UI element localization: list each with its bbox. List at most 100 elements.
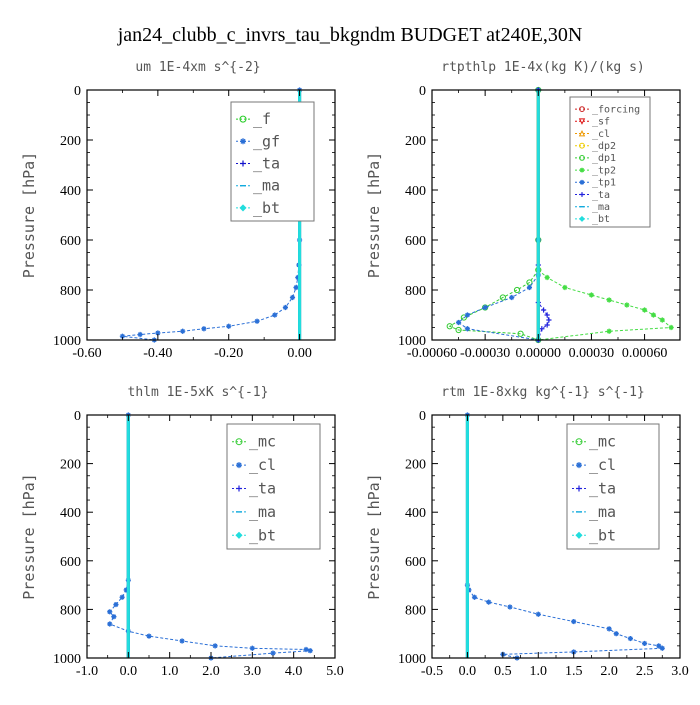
legend-item: _mc [232,433,276,451]
data-point [535,611,541,617]
legend-marker [240,138,246,145]
y-axis-label: Pressure [hPa] [20,473,38,599]
legend-label: _tp1 [592,178,616,189]
legend-label: _ma [592,202,610,213]
legend-item: _f [236,110,271,128]
data-point [539,326,545,332]
x-tick-label: 0.0 [459,664,477,679]
data-point [606,328,612,334]
y-tick-label: 600 [405,234,426,249]
data-point [107,609,113,615]
legend-label: _bt [249,526,276,544]
data-point [270,650,276,656]
chart-panel-2: rtpthlp 1E-4x(kg K)/(kg s) Pressure [hPa]… [365,60,681,361]
y-tick-label: 1000 [398,652,426,667]
data-point [668,324,674,331]
data-point [624,302,630,308]
data-point [455,326,462,334]
chart-panels: um 1E-4xm s^{-2} Pressure [hPa] 0 200 400 600… [20,60,689,679]
x-tick-label: -1.0 [76,664,98,679]
legend-item: _bt [232,526,276,544]
x-tick-label: 3.0 [671,664,689,679]
y-tick-label: 800 [405,284,426,299]
data-point [226,323,232,329]
legend-box [226,423,321,550]
y-tick-label: 200 [60,458,81,473]
legend-item: _ta [572,479,616,497]
data-point [571,618,577,625]
legend-label: _dp2 [592,141,616,152]
x-tick-label: 3.0 [244,664,262,679]
legend-item: _ma [572,503,616,521]
data-point [180,328,186,334]
legend-label: _ma [253,177,280,195]
legend-marker [235,438,243,446]
legend-item: _dp1 [575,153,616,164]
y-tick-label: 0 [74,84,81,99]
data-point [212,643,218,649]
legend-label: _f [253,110,271,128]
x-tick-label: 4.0 [285,664,303,679]
data-point [659,645,665,651]
data-point [571,649,577,655]
data-point [295,274,301,281]
data-point [627,635,633,642]
panel-title: rtpthlp 1E-4x(kg K)/(kg s) [441,60,645,75]
data-point [517,330,524,337]
y-tick-label: 0 [74,409,81,424]
legend-item: _cl [232,456,276,474]
y-tick-label: 1000 [398,334,426,349]
legend-item: _cl [572,456,616,474]
y-tick-label: 400 [60,184,81,199]
x-tick-label: -0.5 [421,664,443,679]
legend: _f _gf _ta _ma _bt [230,101,315,222]
data-point [659,317,665,323]
legend: _forcing _sf_cl_dp2_dp1_tp2 _tp1_ta_ma_bt [569,96,651,228]
y-tick-label: 600 [60,234,81,249]
data-point [509,294,515,301]
legend-marker [575,438,583,446]
legend-label: _mc [589,433,616,451]
data-point [588,292,595,298]
legend-marker [579,215,585,222]
legend-label: _tp2 [592,165,616,176]
x-tick-label: 0.00030 [569,346,615,361]
legend-label: _gf [253,132,280,150]
y-axis-label: Pressure [hPa] [365,152,383,278]
y-axis-label: Pressure [hPa] [365,473,383,599]
legend-marker [578,129,586,137]
data-point [107,621,113,627]
data-point [641,640,648,647]
y-tick-label: 200 [405,458,426,473]
data-point [613,631,619,637]
legend-marker [579,106,585,112]
legend-item: _tp1 [575,178,616,189]
data-point [254,318,260,324]
x-tick-label: 5.0 [326,664,344,679]
legend-item: _ta [236,154,280,172]
y-tick-label: 600 [60,555,81,570]
x-tick-label: 0.5 [494,664,512,679]
y-tick-label: 800 [60,284,81,299]
legend-marker [239,115,247,123]
x-tick-label: -0.00030 [460,346,510,361]
legend-marker [576,485,582,492]
data-point [486,599,492,605]
legend: _mc _cl _ta _ma _bt [226,423,321,550]
chart-panel-4: rtm 1E-8xkg kg^{-1} s^{-1} Pressure [hPa]… [365,385,689,679]
data-point [544,322,550,328]
panel-title: um 1E-4xm s^{-2} [135,60,260,75]
x-tick-label: -0.40 [143,346,172,361]
data-point [455,319,462,326]
legend-marker [579,155,585,161]
x-tick-label: 0.00060 [622,346,668,361]
legend-item: _ma [236,177,280,195]
legend-item: _bt [236,199,280,217]
x-tick-label: 2.0 [600,664,618,679]
legend-box [566,423,660,550]
data-point [272,312,278,318]
legend-label: _ta [253,154,280,172]
legend-item: _ma [232,503,276,521]
x-tick-label: 0.00000 [516,346,562,361]
legend-marker [579,167,585,173]
